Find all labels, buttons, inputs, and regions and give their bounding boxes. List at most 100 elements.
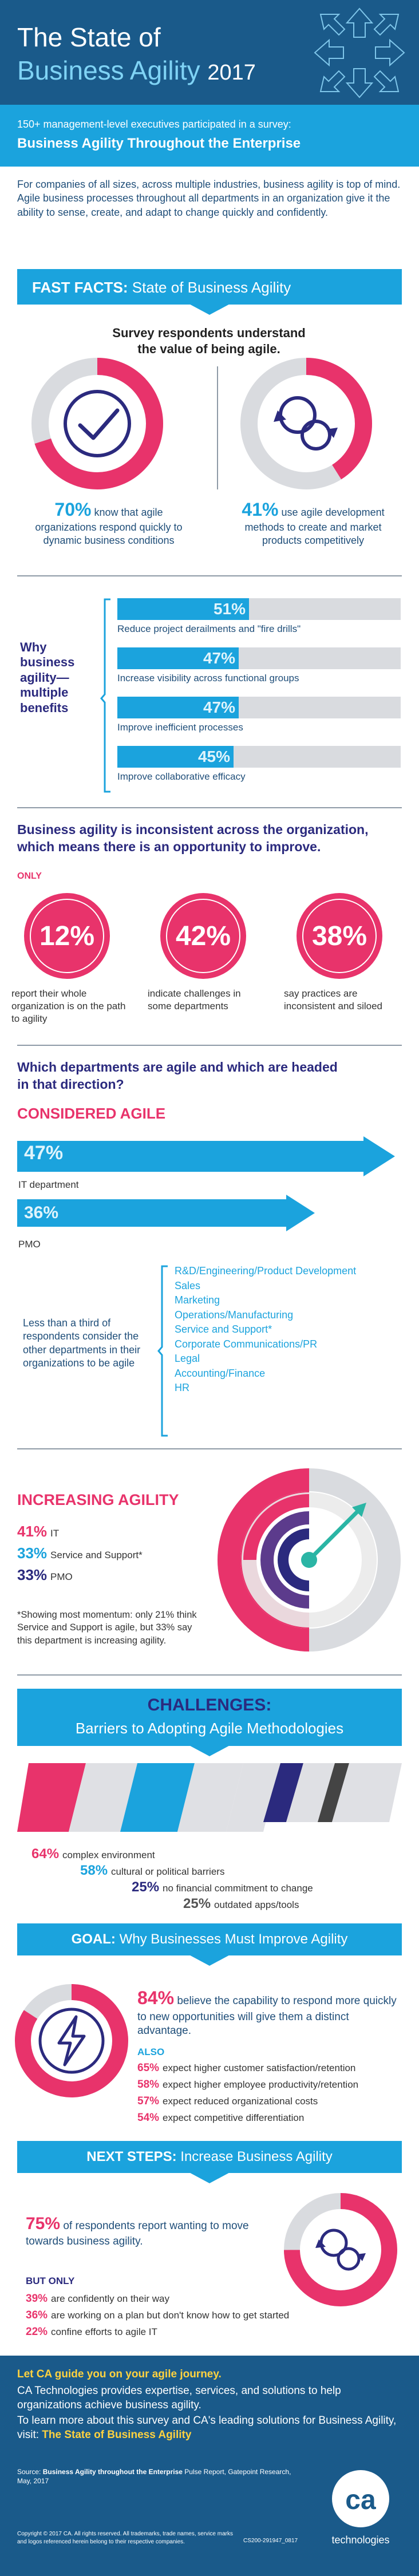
footer-band: Let CA guide you on your agile journey. …: [0, 2356, 419, 2576]
challenge-label: complex environment: [62, 1850, 155, 1860]
challenges-banner: CHALLENGES: Barriers to Adopting Agile M…: [17, 1689, 402, 1746]
benefit-row: 51% Reduce project derailments and "fire …: [117, 598, 404, 644]
inconsistent-circles: 12% report their whole organization is on…: [11, 893, 412, 1036]
increasing-heading: INCREASING AGILITY: [17, 1491, 179, 1508]
stat1: 70% know that agile organizations respon…: [23, 498, 195, 547]
next-pct: 22%: [26, 2326, 48, 2338]
goal-row: 58% expect higher employee productivity/r…: [137, 2079, 406, 2095]
next-main-pct: 75%: [26, 2214, 61, 2233]
goal-row: 54% expect competitive differentiation: [137, 2112, 406, 2128]
benefit-track: [117, 746, 401, 768]
cycle-donut-icon: [284, 2193, 397, 2306]
benefit-label: Improve collaborative efficacy: [117, 771, 246, 782]
goal-pct: 65%: [137, 2062, 160, 2074]
subhead-line2: Business Agility Throughout the Enterpri…: [17, 136, 301, 151]
challenges-bold: CHALLENGES:: [147, 1696, 272, 1714]
goal-main-pct: 84%: [137, 1988, 175, 2008]
bracket-icon: [157, 1265, 168, 1437]
departments-heading: Which departments are agile and which ar…: [17, 1060, 338, 1092]
next-label: confine efforts to agile IT: [51, 2326, 157, 2337]
challenge-label: no financial commitment to change: [163, 1883, 313, 1894]
challenge-row: 64% complex environment: [31, 1846, 155, 1862]
pct-ring: [302, 899, 377, 973]
benefit-row: 47% Increase visibility across functional…: [117, 647, 404, 693]
department-item: HR: [175, 1382, 189, 1394]
next-steps-rest: Increase Business Agility: [180, 2149, 333, 2164]
it-arrow: [17, 1136, 395, 1176]
section-divider: [17, 1674, 402, 1676]
stat1-text: know that agile organizations respond qu…: [35, 507, 183, 546]
next-items: 39% are confidently on their way 36% are wo…: [26, 2293, 404, 2342]
check-donut-icon: [31, 358, 163, 489]
section-divider: [17, 807, 402, 808]
goal-row: 57% expect reduced organizational costs: [137, 2095, 406, 2112]
challenge-pct: 25%: [183, 1896, 211, 1911]
stat2: 41% use agile development methods to cre…: [224, 498, 402, 547]
cta-more: To learn more about this survey and CA's…: [17, 2414, 401, 2442]
department-item: Marketing: [175, 1294, 220, 1306]
pmo-label: PMO: [18, 1239, 41, 1250]
benefit-label: Increase visibility across functional gr…: [117, 673, 299, 683]
benefit-track: [117, 697, 401, 718]
benefit-track: [117, 647, 401, 669]
next-row: 39% are confidently on their way: [26, 2293, 404, 2309]
cta-text: CA Technologies provides expertise, serv…: [17, 2385, 341, 2411]
benefit-label: Reduce project derailments and "fire dri…: [117, 623, 301, 634]
circle-text: report their whole organization is on th…: [11, 988, 126, 1025]
challenge-row: 25% no financial commitment to change: [132, 1879, 313, 1895]
next-steps-title: NEXT STEPS: Increase Business Agility: [17, 2149, 402, 2165]
next-row: 36% are working on a plan but don't know …: [26, 2309, 404, 2326]
why-heading: Why business agility— multiple benefits: [20, 640, 75, 715]
benefit-pct: 51%: [214, 600, 246, 618]
cta-link[interactable]: The State of Business Agility: [42, 2428, 192, 2441]
department-item: Sales: [175, 1279, 201, 1291]
increasing-row: 33% Service and Support*: [17, 1544, 206, 1566]
goal-rest: Why Businesses Must Improve Agility: [119, 1931, 348, 1947]
it-label: IT department: [18, 1179, 79, 1190]
next-row: 22% confine efforts to agile IT: [26, 2326, 404, 2342]
challenge-row: 58% cultural or political barriers: [80, 1863, 224, 1879]
lightning-donut-icon: [15, 1984, 128, 2097]
benefit-bar: [117, 697, 239, 718]
inconsistent-item: 12% report their whole organization is on…: [11, 893, 137, 1036]
goal-main-text: believe the capability to respond more q…: [137, 1995, 397, 2037]
benefit-row: 45% Improve collaborative efficacy: [117, 746, 404, 792]
department-arrows: [17, 1136, 395, 1231]
copyright: Copyright © 2017 CA. All rights reserved…: [17, 2531, 233, 2545]
logo-letters: ca: [345, 2485, 376, 2515]
benefit-bar: [117, 598, 249, 620]
title-line1: The State of: [17, 22, 161, 52]
goal-label: expect higher employee productivity/rete…: [163, 2079, 359, 2090]
pct-circle: 12%: [24, 893, 110, 979]
increasing-row: 33% PMO: [17, 1566, 206, 1588]
only-label: ONLY: [17, 871, 42, 881]
section-divider: [17, 1448, 402, 1449]
cta-more-text: To learn more about this survey and CA's…: [17, 2415, 397, 2441]
goal-main: 84% believe the capability to respond mo…: [137, 1986, 401, 2038]
stat1-pct: 70%: [54, 499, 92, 520]
next-label: are confidently on their way: [51, 2293, 169, 2304]
circle-pct: 42%: [175, 921, 231, 951]
title-line2: Business Agility 2017: [17, 57, 256, 84]
fast-facts-rest: State of Business Agility: [132, 279, 291, 296]
stat2-text: use agile development methods to create …: [244, 507, 385, 546]
next-label: are working on a plan but don't know how…: [51, 2310, 290, 2321]
challenge-row: 25% outdated apps/tools: [183, 1896, 299, 1912]
increasing-rows: 41% IT 33% Service and Support* 33% PMO: [17, 1523, 206, 1588]
increasing-note: *Showing most momentum: only 21% think S…: [17, 1610, 197, 1646]
increasing-pct: 33%: [17, 1566, 48, 1583]
goal-bold: GOAL:: [71, 1931, 116, 1947]
column-divider: [217, 366, 218, 489]
source-bold: Business Agility throughout the Enterpri…: [42, 2468, 183, 2476]
challenges-stripes: [17, 1763, 402, 1832]
goal-pct: 54%: [137, 2112, 160, 2124]
header-band: The State of Business Agility 2017: [0, 0, 419, 105]
section-divider: [17, 575, 402, 576]
benefit-row: 47% Improve inefficient processes: [117, 697, 404, 742]
ca-logo: ca technologies: [321, 2467, 401, 2547]
intro-text: For companies of all sizes, across multi…: [17, 179, 401, 218]
department-item: Operations/Manufacturing: [175, 1309, 294, 1321]
considered-agile-label: CONSIDERED AGILE: [17, 1105, 166, 1122]
challenge-items: 64% complex environment 58% cultural or pol…: [31, 1846, 409, 1915]
circle-pct: 38%: [311, 921, 367, 951]
